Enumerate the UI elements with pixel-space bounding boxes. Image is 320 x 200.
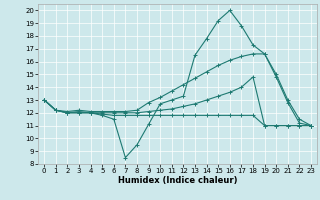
X-axis label: Humidex (Indice chaleur): Humidex (Indice chaleur) [118, 176, 237, 185]
